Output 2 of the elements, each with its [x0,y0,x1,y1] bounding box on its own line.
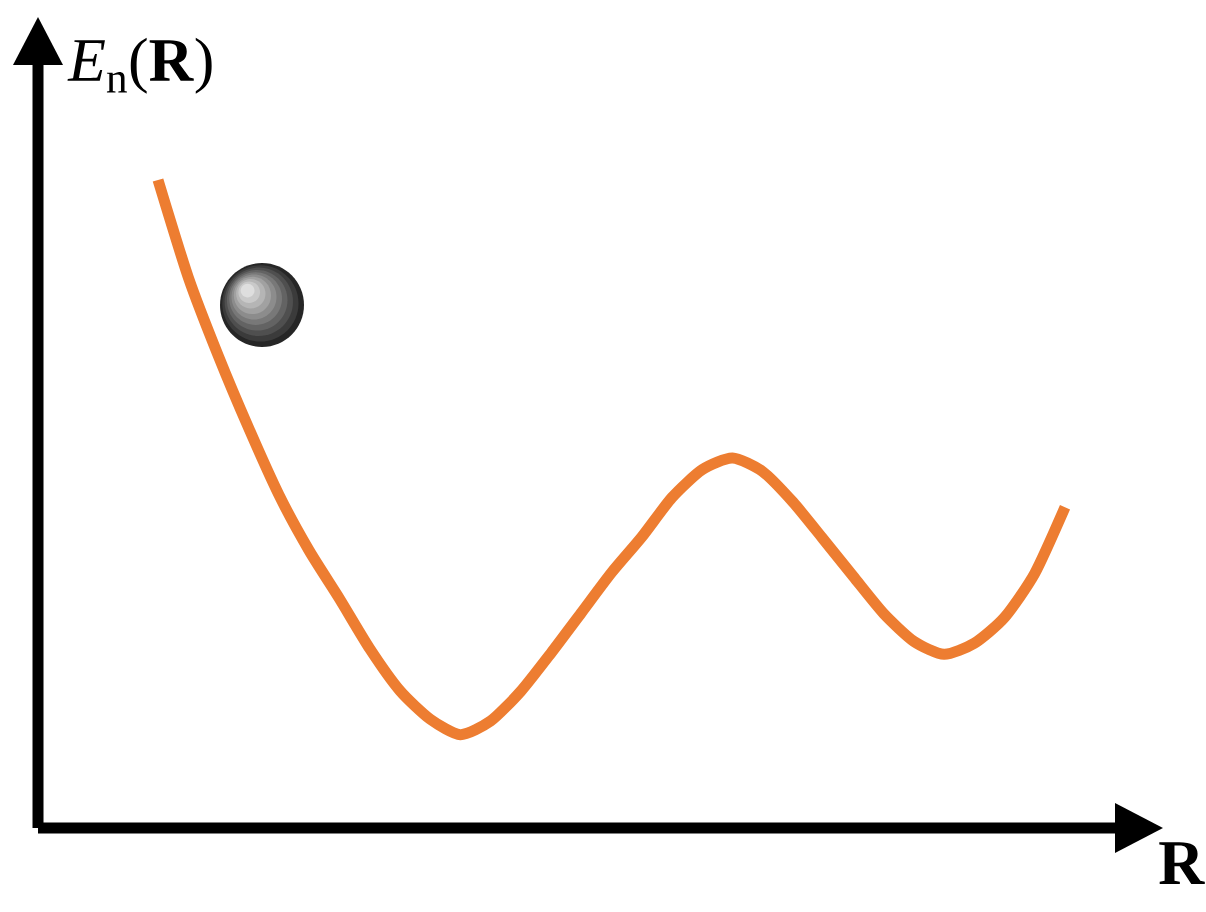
y-axis-title: E$_{n}$(R) [67,37,212,94]
x-axis-title: R [1159,842,1205,884]
